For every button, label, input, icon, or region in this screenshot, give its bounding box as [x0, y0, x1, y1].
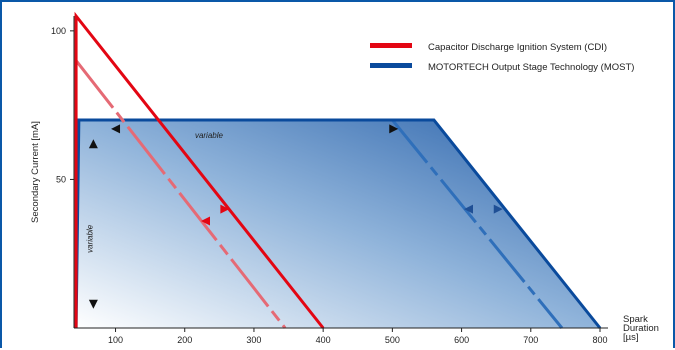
arrow-left-icon	[111, 124, 121, 134]
cdi-dashed-line	[74, 59, 287, 329]
arrow-up-icon	[88, 139, 98, 149]
variable-annotation: variable	[86, 224, 95, 253]
plot-area	[74, 11, 602, 329]
annotations: variable variable	[86, 131, 224, 253]
most-area	[76, 120, 601, 328]
most-dashed-line	[391, 119, 564, 329]
x-tick-label: 800	[592, 335, 607, 345]
legend-swatch-cdi	[370, 43, 412, 48]
x-tick-label: 700	[523, 335, 538, 345]
legend-label-cdi: Capacitor Discharge Ignition System (CDI…	[428, 42, 607, 53]
y-axis-ticks: 50 100	[51, 26, 74, 184]
x-axis-title-line-3: [µs]	[623, 332, 639, 343]
legend: Capacitor Discharge Ignition System (CDI…	[370, 42, 634, 73]
arrow-right-icon	[389, 124, 399, 134]
x-tick-label: 100	[108, 335, 123, 345]
arrow-down-icon	[88, 299, 98, 309]
cdi-arrow-left-icon	[201, 216, 210, 226]
x-tick-label: 200	[177, 335, 192, 345]
x-tick-label: 400	[316, 335, 331, 345]
most-arrow-right-icon	[493, 204, 503, 214]
x-axis-title-line-2: Duration	[623, 323, 659, 334]
x-axis-title-line-1: Spark	[623, 314, 648, 325]
x-tick-label: 300	[246, 335, 261, 345]
y-axis-title: Secondary Current [mA]	[30, 121, 41, 223]
variable-annotation: variable	[195, 131, 224, 140]
x-axis-title: Spark Duration [µs]	[623, 314, 662, 343]
x-axis-ticks: 100 200 300 400 500 600 700 800	[108, 328, 608, 345]
cdi-arrow-right-icon	[220, 204, 230, 214]
cdi-line	[74, 11, 325, 329]
x-tick-label: 600	[454, 335, 469, 345]
y-tick-label: 50	[56, 174, 66, 184]
legend-swatch-most	[370, 63, 412, 68]
x-tick-label: 500	[385, 335, 400, 345]
y-tick-label: 100	[51, 26, 66, 36]
most-arrow-left-icon	[464, 204, 473, 214]
legend-label-most: MOTORTECH Output Stage Technology (MOST)	[428, 62, 634, 73]
